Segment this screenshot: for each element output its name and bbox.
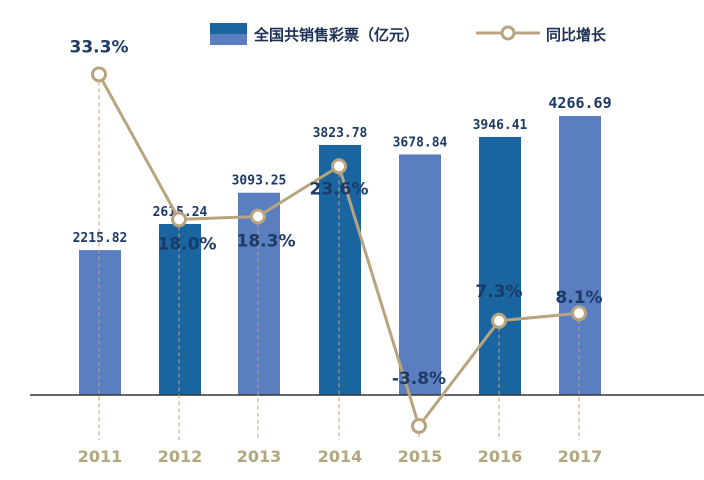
bar-2011: [79, 250, 121, 395]
legend-label-line: 同比增长: [546, 26, 607, 44]
growth-label-2013: 18.3%: [237, 232, 296, 252]
bar-label-2014: 3823.78: [313, 126, 368, 141]
bar-label-2011: 2215.82: [73, 231, 128, 246]
growth-point-2012: [171, 211, 187, 228]
bar-label-2016: 3946.41: [473, 118, 528, 133]
growth-point-2013: [250, 208, 266, 225]
legend-label-bar: 全国共销售彩票（亿元）: [253, 26, 419, 44]
bar-label-2017: 4266.69: [548, 94, 611, 112]
bar-2014: [319, 144, 361, 395]
x-tick-label-2014: 2014: [318, 447, 363, 466]
growth-point-2017: [571, 305, 587, 322]
bar-2017: [559, 116, 601, 395]
growth-label-2015: -3.8%: [392, 369, 446, 389]
growth-label-2012: 18.0%: [158, 234, 217, 254]
bar-label-2013: 3093.25: [232, 174, 287, 189]
legend-swatch-bar-bottom: [210, 34, 247, 45]
x-tick-label-2016: 2016: [478, 447, 523, 466]
bar-2016: [479, 136, 521, 396]
growth-point-2014: [331, 158, 347, 175]
legend-swatch-marker: [500, 25, 516, 41]
bar-2013: [238, 192, 280, 395]
x-tick-label-2015: 2015: [398, 447, 443, 466]
x-tick-label-2012: 2012: [158, 447, 203, 466]
x-tick-label-2017: 2017: [558, 447, 603, 466]
growth-label-2016: 7.3%: [475, 282, 522, 302]
growth-point-2015: [411, 418, 427, 435]
x-tick-label-2011: 2011: [78, 447, 123, 466]
legend-swatch-bar-top: [210, 23, 247, 34]
bar-2012: [159, 223, 201, 395]
bar-label-2015: 3678.84: [393, 135, 448, 150]
growth-label-2017: 8.1%: [555, 288, 602, 308]
growth-label-2011: 33.3%: [70, 37, 129, 57]
growth-point-2011: [91, 66, 107, 83]
bar-2015: [399, 154, 441, 395]
x-tick-label-2013: 2013: [237, 447, 282, 466]
growth-point-2016: [491, 312, 507, 329]
growth-label-2014: 23.6%: [310, 179, 369, 199]
